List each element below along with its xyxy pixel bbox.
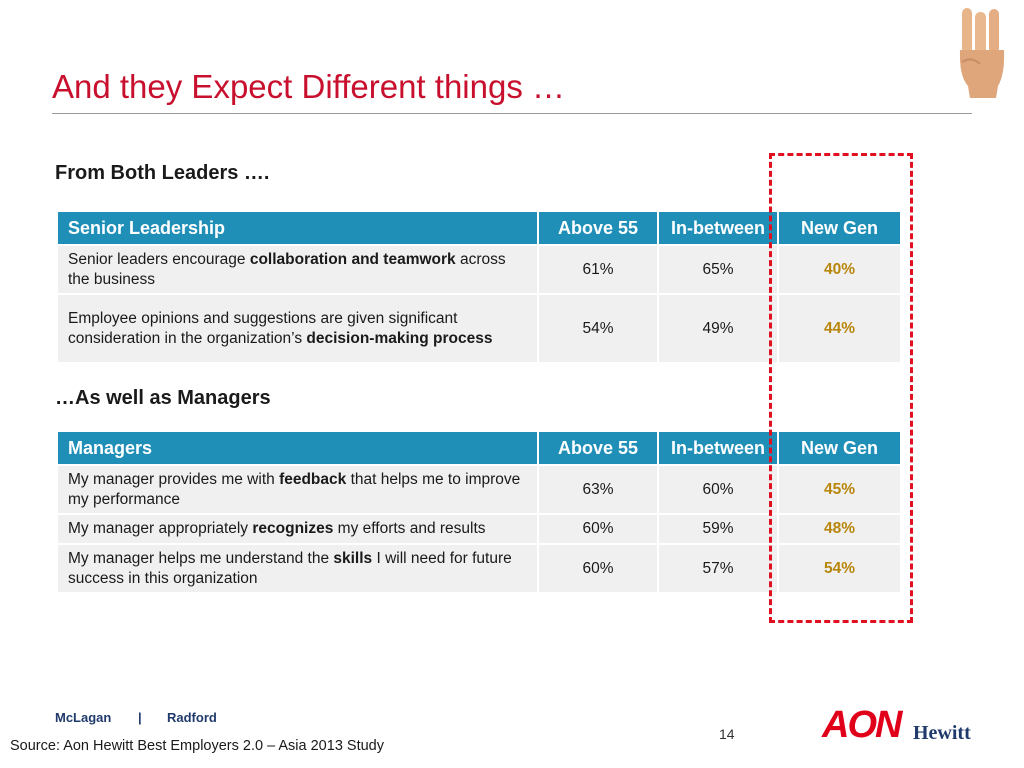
footer-brand-radford: Radford xyxy=(167,710,217,725)
value-in-between: 57% xyxy=(658,543,779,592)
statement-cell: Senior leaders encourage collaboration a… xyxy=(58,244,539,294)
table-row: My manager appropriately recognizes my e… xyxy=(58,513,900,544)
value-above-55: 63% xyxy=(538,464,659,514)
source-note: Source: Aon Hewitt Best Employers 2.0 – … xyxy=(10,738,384,754)
value-new-gen: 48% xyxy=(778,513,900,544)
footer-brand-mclagan: McLagan xyxy=(55,710,112,725)
column-header-category: Managers xyxy=(58,432,539,465)
value-in-between: 60% xyxy=(658,464,779,514)
column-header-in-between: In-between xyxy=(658,212,779,245)
statement-cell: My manager helps me understand the skill… xyxy=(58,543,539,592)
value-in-between: 59% xyxy=(658,513,779,544)
three-fingers-hand-icon xyxy=(959,8,1005,98)
value-new-gen: 45% xyxy=(778,464,900,514)
value-above-55: 61% xyxy=(538,244,659,294)
page-number: 14 xyxy=(719,726,735,742)
managers-table: Managers Above 55 In-between New Gen My … xyxy=(58,432,900,592)
table-row: My manager provides me with feedback tha… xyxy=(58,464,900,514)
statement-cell: Employee opinions and suggestions are gi… xyxy=(58,293,539,362)
table-header-row: Senior Leadership Above 55 In-between Ne… xyxy=(58,212,900,245)
new-gen-highlight-box xyxy=(769,153,913,623)
value-above-55: 60% xyxy=(538,543,659,592)
footer-brand-separator: | xyxy=(138,710,142,725)
value-new-gen: 40% xyxy=(778,244,900,294)
value-in-between: 65% xyxy=(658,244,779,294)
value-above-55: 54% xyxy=(538,293,659,362)
table-header-row: Managers Above 55 In-between New Gen xyxy=(58,432,900,465)
column-header-category: Senior Leadership xyxy=(58,212,539,245)
value-in-between: 49% xyxy=(658,293,779,362)
title-divider xyxy=(52,113,972,114)
section-heading-managers: …As well as Managers xyxy=(55,387,271,409)
value-above-55: 60% xyxy=(538,513,659,544)
value-new-gen: 54% xyxy=(778,543,900,592)
hewitt-logo: Hewitt xyxy=(913,722,971,744)
statement-cell: My manager provides me with feedback tha… xyxy=(58,464,539,514)
aon-logo: AON xyxy=(822,704,902,746)
section-heading-leaders: From Both Leaders …. xyxy=(55,162,270,184)
column-header-new-gen: New Gen xyxy=(778,432,900,465)
leaders-table: Senior Leadership Above 55 In-between Ne… xyxy=(58,212,900,362)
slide-title: And they Expect Different things … xyxy=(52,68,565,105)
statement-cell: My manager appropriately recognizes my e… xyxy=(58,513,539,544)
column-header-above-55: Above 55 xyxy=(538,432,659,465)
table-row: Employee opinions and suggestions are gi… xyxy=(58,293,900,362)
column-header-above-55: Above 55 xyxy=(538,212,659,245)
column-header-new-gen: New Gen xyxy=(778,212,900,245)
table-row: Senior leaders encourage collaboration a… xyxy=(58,244,900,294)
table-row: My manager helps me understand the skill… xyxy=(58,543,900,592)
value-new-gen: 44% xyxy=(778,293,900,362)
column-header-in-between: In-between xyxy=(658,432,779,465)
